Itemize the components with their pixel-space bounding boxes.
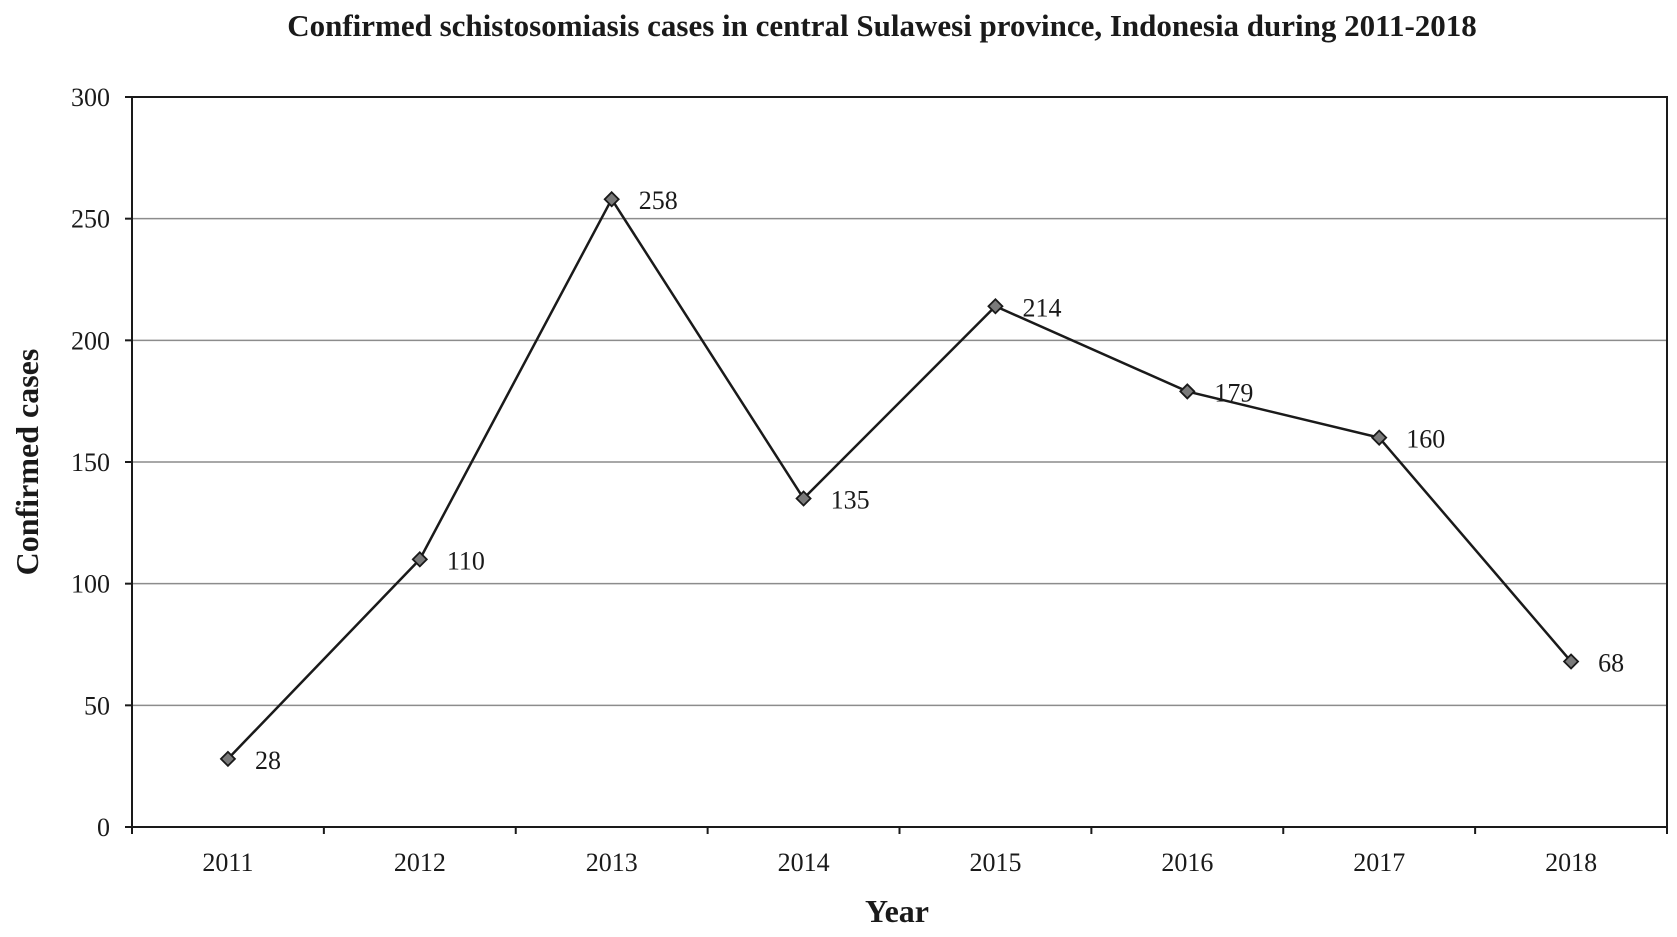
y-tick-label: 100 bbox=[71, 570, 110, 599]
x-tick-label: 2011 bbox=[202, 848, 253, 877]
data-point-marker bbox=[1562, 653, 1580, 670]
y-tick-label: 300 bbox=[71, 83, 110, 112]
data-label: 160 bbox=[1406, 425, 1445, 454]
data-series bbox=[219, 190, 1580, 768]
y-tick-label: 0 bbox=[97, 813, 110, 842]
y-tick-label: 150 bbox=[71, 448, 110, 477]
x-tick-label: 2014 bbox=[778, 848, 830, 877]
y-tick-label: 200 bbox=[71, 326, 110, 355]
data-label: 214 bbox=[1022, 293, 1061, 322]
data-label: 68 bbox=[1598, 649, 1624, 678]
data-label: 110 bbox=[447, 546, 485, 575]
data-point-marker bbox=[411, 551, 429, 568]
data-point-marker bbox=[1370, 429, 1388, 446]
series-line bbox=[227, 196, 1573, 760]
x-tick-label: 2018 bbox=[1545, 848, 1597, 877]
y-tick-label: 50 bbox=[84, 691, 110, 720]
data-point-marker bbox=[795, 490, 812, 507]
data-label: 258 bbox=[639, 186, 678, 215]
y-axis-title: Confirmed cases bbox=[9, 349, 45, 576]
gridlines bbox=[132, 217, 1667, 707]
data-label: 28 bbox=[255, 746, 281, 775]
data-point-marker bbox=[219, 750, 237, 768]
data-labels: 28 110 258 135 214 179 160 68 bbox=[255, 186, 1624, 775]
y-axis-ticks: 0 50 100 150 200 250 300 bbox=[71, 83, 132, 842]
x-tick-label: 2013 bbox=[586, 848, 638, 877]
x-tick-label: 2017 bbox=[1353, 848, 1405, 877]
x-tick-label: 2012 bbox=[394, 848, 446, 877]
x-tick-label: 2015 bbox=[969, 848, 1021, 877]
chart-title: Confirmed schistosomiasis cases in centr… bbox=[287, 8, 1477, 43]
x-tick-label: 2016 bbox=[1161, 848, 1213, 877]
data-label: 135 bbox=[831, 486, 870, 515]
y-tick-label: 250 bbox=[71, 205, 110, 234]
data-point-marker bbox=[1179, 383, 1196, 400]
data-label: 179 bbox=[1214, 378, 1253, 407]
data-point-marker bbox=[987, 297, 1004, 315]
data-point-marker bbox=[603, 190, 620, 208]
x-axis-title: Year bbox=[865, 893, 929, 929]
x-axis-ticks: 2011 2012 2013 2014 2015 2016 2017 2018 bbox=[131, 827, 1668, 877]
